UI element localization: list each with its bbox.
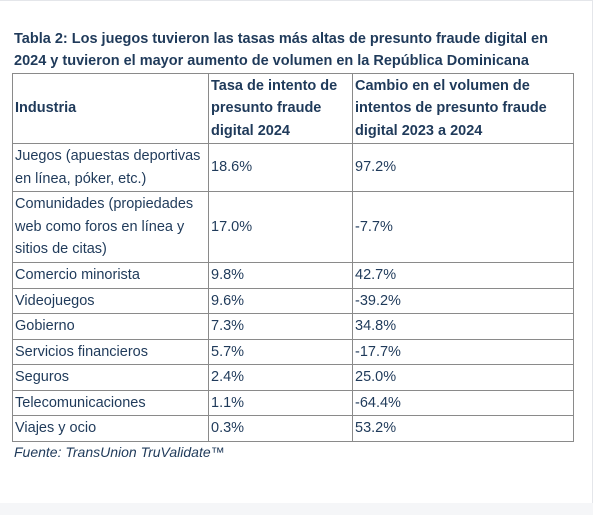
cell-change: -17.7% <box>352 338 574 365</box>
cell-industry: Comunidades (propiedades web como foros … <box>12 191 209 263</box>
cell-rate: 1.1% <box>208 389 353 416</box>
table-row: Juegos (apuestas deportivas en línea, pó… <box>12 143 574 192</box>
fraud-table: Industria Tasa de intento de presunto fr… <box>12 73 574 442</box>
source-footnote: Fuente: TransUnion TruValidate™ <box>14 444 225 460</box>
cell-industry: Seguros <box>12 364 209 391</box>
cell-rate: 18.6% <box>208 143 353 192</box>
cell-industry: Juegos (apuestas deportivas en línea, pó… <box>12 143 209 192</box>
cell-change: -39.2% <box>352 287 574 314</box>
cell-change: 97.2% <box>352 143 574 192</box>
cell-rate: 0.3% <box>208 415 353 442</box>
header-volume-change: Cambio en el volumen de intentos de pres… <box>352 73 574 144</box>
cell-change: -64.4% <box>352 389 574 416</box>
table-row: Servicios financieros 5.7% -17.7% <box>12 338 574 365</box>
table-caption: Tabla 2: Los juegos tuvieron las tasas m… <box>14 28 579 72</box>
cell-change: 34.8% <box>352 313 574 340</box>
table-row: Gobierno 7.3% 34.8% <box>12 313 574 340</box>
header-fraud-rate: Tasa de intento de presunto fraude digit… <box>208 73 353 144</box>
bottom-band <box>0 503 593 515</box>
cell-industry: Servicios financieros <box>12 338 209 365</box>
cell-change: 42.7% <box>352 262 574 289</box>
cell-industry: Viajes y ocio <box>12 415 209 442</box>
cell-change: 25.0% <box>352 364 574 391</box>
cell-industry: Videojuegos <box>12 287 209 314</box>
table-header-row: Industria Tasa de intento de presunto fr… <box>12 73 574 144</box>
caption-line-2: 2024 y tuvieron el mayor aumento de volu… <box>14 53 529 69</box>
cell-industry: Gobierno <box>12 313 209 340</box>
table-row: Telecomunicaciones 1.1% -64.4% <box>12 389 574 416</box>
caption-line-1: Tabla 2: Los juegos tuvieron las tasas m… <box>14 31 548 47</box>
table-row: Videojuegos 9.6% -39.2% <box>12 287 574 314</box>
table-row: Comercio minorista 9.8% 42.7% <box>12 262 574 289</box>
header-industry: Industria <box>12 73 209 144</box>
cell-rate: 5.7% <box>208 338 353 365</box>
cell-rate: 9.8% <box>208 262 353 289</box>
cell-industry: Telecomunicaciones <box>12 389 209 416</box>
cell-change: 53.2% <box>352 415 574 442</box>
cell-rate: 7.3% <box>208 313 353 340</box>
cell-change: -7.7% <box>352 191 574 263</box>
table-row: Viajes y ocio 0.3% 53.2% <box>12 415 574 442</box>
cell-rate: 17.0% <box>208 191 353 263</box>
cell-rate: 9.6% <box>208 287 353 314</box>
cell-industry: Comercio minorista <box>12 262 209 289</box>
table-row: Comunidades (propiedades web como foros … <box>12 191 574 263</box>
cell-rate: 2.4% <box>208 364 353 391</box>
table-row: Seguros 2.4% 25.0% <box>12 364 574 391</box>
